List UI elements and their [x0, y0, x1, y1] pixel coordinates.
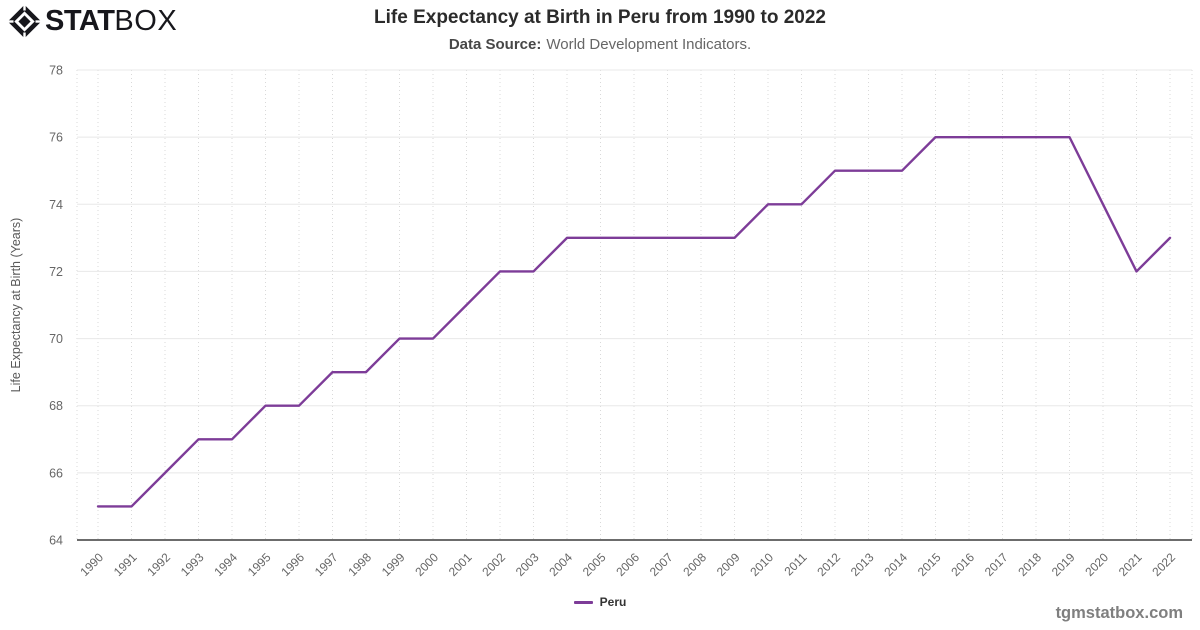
x-tick-label: 1996: [278, 550, 307, 579]
chart-subtitle: Data Source: World Development Indicators…: [0, 36, 1200, 53]
x-tick-label: 2014: [881, 550, 910, 579]
y-tick-label: 70: [49, 332, 63, 346]
x-tick-label: 2003: [513, 550, 542, 579]
y-tick-label: 74: [49, 198, 63, 212]
x-tick-label: 1998: [345, 550, 374, 579]
x-tick-label: 2010: [747, 550, 776, 579]
y-tick-label: 68: [49, 399, 63, 413]
watermark: tgmstatbox.com: [1055, 604, 1183, 622]
legend-line-swatch: [573, 600, 593, 604]
x-tick-label: 2017: [982, 550, 1011, 579]
chart-title: Life Expectancy at Birth in Peru from 19…: [374, 7, 826, 28]
x-tick-label: 2013: [848, 550, 877, 579]
x-tick-label: 2000: [412, 550, 441, 579]
x-tick-label: 2018: [1015, 550, 1044, 579]
x-tick-label: 2004: [546, 550, 575, 579]
x-tick-label: 2020: [1082, 550, 1111, 579]
x-tick-label: 2016: [948, 550, 977, 579]
x-tick-label: 2022: [1149, 550, 1178, 579]
x-tick-label: 2006: [613, 550, 642, 579]
x-tick-label: 1994: [211, 550, 240, 579]
data-source-value: World Development Indicators.: [546, 36, 752, 53]
x-tick-label: 2007: [647, 550, 676, 579]
x-tick-label: 1997: [312, 550, 341, 579]
logo-text-stat: STAT: [45, 5, 115, 37]
x-tick-label: 1999: [379, 550, 408, 579]
statbox-logo: STATBOX: [8, 5, 177, 38]
x-tick-label: 2015: [915, 550, 944, 579]
y-axis-title: Life Expectancy at Birth (Years): [9, 218, 23, 393]
logo-text: STATBOX: [45, 5, 177, 38]
x-tick-label: 2001: [446, 550, 475, 579]
series-line-peru: [96, 135, 1172, 508]
x-tick-label: 1995: [245, 550, 274, 579]
legend-label: Peru: [599, 595, 627, 609]
x-tick-label: 2012: [814, 550, 843, 579]
x-tick-label: 1990: [77, 550, 106, 579]
y-tick-label: 76: [49, 131, 63, 145]
data-source-label: Data Source:: [448, 36, 542, 53]
x-tick-label: 1991: [111, 550, 140, 579]
x-tick-label: 2021: [1116, 550, 1145, 579]
x-tick-label: 2019: [1049, 550, 1078, 579]
chart-legend: Peru: [0, 595, 1200, 609]
y-tick-label: 66: [49, 466, 63, 480]
x-tick-label: 2005: [580, 550, 609, 579]
x-tick-label: 2008: [680, 550, 709, 579]
logo-text-box: BOX: [114, 5, 178, 37]
x-tick-label: 2002: [479, 550, 508, 579]
x-tick-label: 1992: [144, 550, 173, 579]
y-tick-label: 64: [49, 534, 63, 548]
x-tick-label: 1993: [178, 550, 207, 579]
statbox-diamond-icon: [8, 5, 41, 38]
x-tick-label: 2009: [714, 550, 743, 579]
x-tick-label: 2011: [781, 550, 809, 578]
y-tick-label: 78: [49, 64, 63, 78]
y-tick-label: 72: [49, 265, 63, 279]
